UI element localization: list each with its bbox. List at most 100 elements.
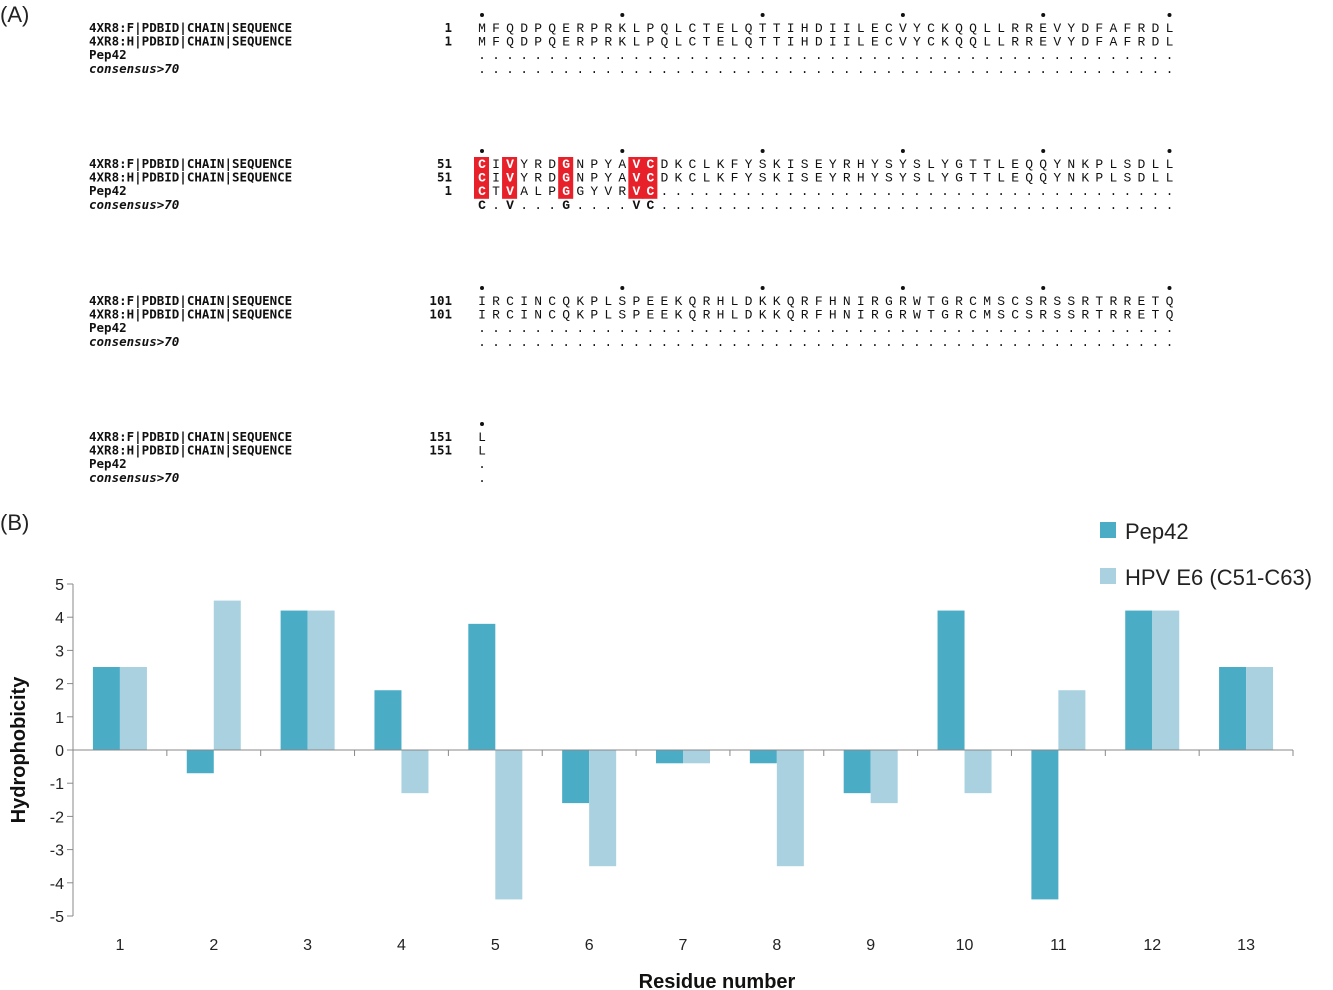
gap-mark: . xyxy=(520,321,528,336)
residue: L xyxy=(703,157,711,172)
gap-mark: . xyxy=(997,198,1005,213)
y-tick-label: -4 xyxy=(50,876,64,893)
gap-mark: . xyxy=(520,48,528,63)
residue: E xyxy=(1011,157,1019,172)
gap-mark: . xyxy=(534,198,542,213)
gap-mark: . xyxy=(745,321,753,336)
gap-mark: . xyxy=(871,62,879,77)
gap-mark: . xyxy=(843,184,851,199)
gap-mark: . xyxy=(983,48,991,63)
gap-mark: . xyxy=(871,321,879,336)
gap-mark: . xyxy=(548,62,556,77)
residue: Y xyxy=(1053,157,1061,172)
gap-mark: . xyxy=(632,335,640,350)
gap-mark: . xyxy=(703,48,711,63)
gap-mark: . xyxy=(885,48,893,63)
gap-mark: . xyxy=(675,321,683,336)
residue: D xyxy=(815,35,823,50)
gap-mark: . xyxy=(843,198,851,213)
gap-mark: . xyxy=(689,48,697,63)
residue: K xyxy=(941,35,949,50)
y-axis: 5 4 3 2 1 0 -1 -2 -3 -4 -5 xyxy=(50,577,74,926)
gap-mark: . xyxy=(478,321,486,336)
residue: R xyxy=(492,294,500,309)
bar-hpv-e6 xyxy=(401,750,429,794)
residue: Y xyxy=(899,157,907,172)
bar-pep42 xyxy=(374,690,402,750)
gap-mark: . xyxy=(773,198,781,213)
residue: P xyxy=(590,35,598,50)
gap-mark: . xyxy=(576,62,584,77)
gap-mark: . xyxy=(660,198,668,213)
residue: L xyxy=(731,308,739,323)
gap-mark: . xyxy=(562,335,570,350)
residue: T xyxy=(492,184,500,199)
residue: Q xyxy=(969,21,977,36)
gap-mark: . xyxy=(899,184,907,199)
residue: N xyxy=(534,308,542,323)
residue: T xyxy=(983,157,991,172)
residue: E xyxy=(871,21,879,36)
gap-mark: . xyxy=(660,321,668,336)
gap-mark: . xyxy=(590,335,598,350)
residue: F xyxy=(815,294,823,309)
gap-mark: . xyxy=(955,62,963,77)
gap-mark: . xyxy=(815,321,823,336)
residue: K xyxy=(941,21,949,36)
y-tick-label: 4 xyxy=(55,610,64,627)
residue: C xyxy=(689,21,697,36)
gap-mark: . xyxy=(703,321,711,336)
gap-mark: . xyxy=(1123,184,1131,199)
gap-mark: . xyxy=(969,198,977,213)
residue: L xyxy=(1109,171,1117,186)
residue: K xyxy=(576,294,584,309)
gap-mark: . xyxy=(801,321,809,336)
residue: I xyxy=(478,294,486,309)
residue: S xyxy=(1025,308,1033,323)
residue: K xyxy=(773,157,781,172)
gap-mark: . xyxy=(1011,184,1019,199)
sequence-start-number: 101 xyxy=(429,307,452,322)
gap-mark: . xyxy=(492,62,500,77)
gap-mark: . xyxy=(1138,62,1146,77)
bar-pep42 xyxy=(186,750,214,774)
residue: D xyxy=(1152,21,1160,36)
residue: V xyxy=(506,198,514,213)
residue: C xyxy=(689,171,697,186)
gap-mark: . xyxy=(689,62,697,77)
residue: Q xyxy=(1025,157,1033,172)
residue: Y xyxy=(590,184,598,199)
gap-mark: . xyxy=(843,335,851,350)
residue: P xyxy=(590,294,598,309)
residue: I xyxy=(843,21,851,36)
bar-hpv-e6 xyxy=(589,750,617,867)
residue: E xyxy=(717,21,725,36)
residue: R xyxy=(899,308,907,323)
residue: K xyxy=(717,157,725,172)
residue: R xyxy=(1109,308,1117,323)
residue: S xyxy=(1025,294,1033,309)
gap-mark: . xyxy=(801,198,809,213)
gap-mark: . xyxy=(675,335,683,350)
gap-mark: . xyxy=(1025,335,1033,350)
residue: R xyxy=(801,294,809,309)
bar-pep42 xyxy=(656,750,683,764)
residue: C xyxy=(689,157,697,172)
residue: K xyxy=(773,171,781,186)
gap-mark: . xyxy=(983,184,991,199)
residue: S xyxy=(801,171,809,186)
sequence-name: consensus>70 xyxy=(89,470,179,485)
gap-mark: . xyxy=(1095,198,1103,213)
residue: E xyxy=(1039,21,1047,36)
residue: E xyxy=(815,157,823,172)
residue: D xyxy=(548,171,556,186)
residue: I xyxy=(492,171,500,186)
gap-mark: . xyxy=(1067,48,1075,63)
residue: P xyxy=(1095,171,1103,186)
gap-mark: . xyxy=(815,48,823,63)
residue: D xyxy=(520,35,528,50)
sequence-start-number: 1 xyxy=(444,20,452,35)
gap-mark: . xyxy=(562,62,570,77)
y-tick-label: 3 xyxy=(55,643,64,660)
residue: R xyxy=(899,294,907,309)
